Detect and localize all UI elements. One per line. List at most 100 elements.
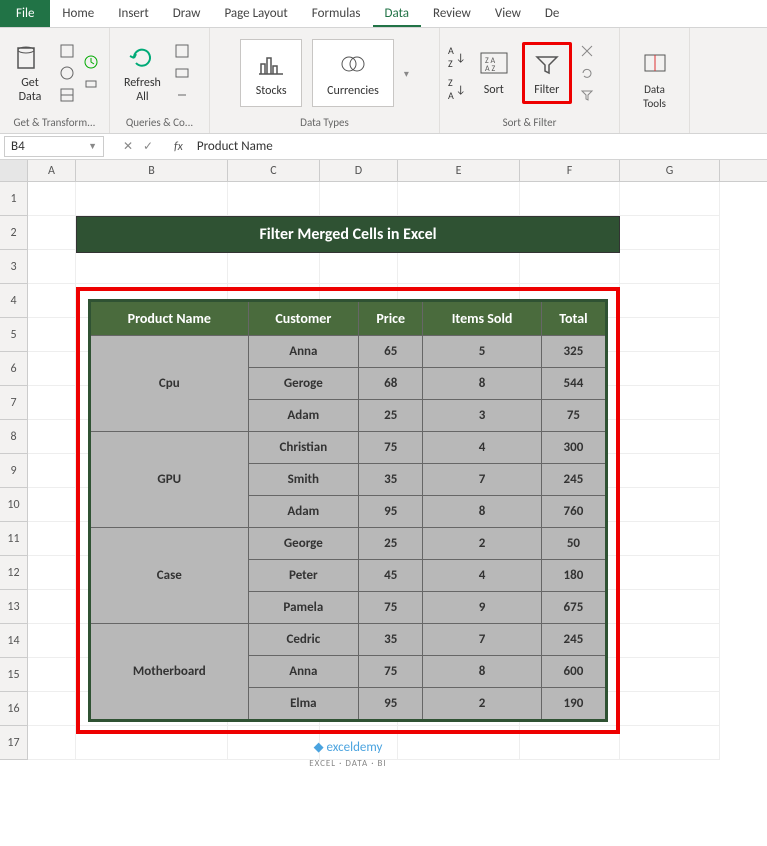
refresh-all-button[interactable]: Refresh All xyxy=(118,38,167,109)
cell[interactable] xyxy=(620,692,720,726)
cell[interactable] xyxy=(620,318,720,352)
data-cell[interactable]: 25 xyxy=(359,528,423,560)
tab-file[interactable]: File xyxy=(0,0,50,27)
currencies-button[interactable]: Currencies xyxy=(312,39,394,107)
data-cell[interactable]: 7 xyxy=(423,464,542,496)
data-cell[interactable]: 95 xyxy=(359,688,423,721)
name-box[interactable]: B4 ▼ xyxy=(4,136,104,157)
data-cell[interactable]: 760 xyxy=(541,496,606,528)
data-cell[interactable]: 4 xyxy=(423,432,542,464)
tab-data[interactable]: Data xyxy=(373,0,422,27)
datatype-expand-icon[interactable]: ▾ xyxy=(404,67,409,80)
cell[interactable] xyxy=(28,556,76,590)
data-cell[interactable]: Peter xyxy=(248,560,359,592)
cell[interactable] xyxy=(28,420,76,454)
row-header[interactable]: 3 xyxy=(0,250,28,284)
from-web-icon[interactable] xyxy=(58,64,76,82)
tab-view[interactable]: View xyxy=(483,0,533,27)
row-header[interactable]: 16 xyxy=(0,692,28,726)
data-cell[interactable]: George xyxy=(248,528,359,560)
filter-button[interactable]: Filter xyxy=(522,42,572,104)
formula-input[interactable]: Product Name xyxy=(189,137,767,156)
data-cell[interactable]: Adam xyxy=(248,496,359,528)
row-header[interactable]: 4 xyxy=(0,284,28,318)
cell[interactable] xyxy=(620,488,720,522)
data-cell[interactable]: 7 xyxy=(423,624,542,656)
product-cell[interactable]: GPU xyxy=(90,432,249,528)
row-header[interactable]: 7 xyxy=(0,386,28,420)
cell[interactable] xyxy=(620,284,720,318)
row-header[interactable]: 10 xyxy=(0,488,28,522)
data-cell[interactable]: 5 xyxy=(423,336,542,368)
data-cell[interactable]: 50 xyxy=(541,528,606,560)
clear-filter-icon[interactable] xyxy=(578,42,596,60)
data-cell[interactable]: 2 xyxy=(423,688,542,721)
data-cell[interactable]: 45 xyxy=(359,560,423,592)
cell[interactable] xyxy=(28,250,76,284)
tab-draw[interactable]: Draw xyxy=(161,0,213,27)
row-header[interactable]: 2 xyxy=(0,216,28,250)
cell[interactable] xyxy=(28,216,76,250)
data-cell[interactable]: Geroge xyxy=(248,368,359,400)
cell[interactable] xyxy=(28,726,76,760)
data-cell[interactable]: Cedric xyxy=(248,624,359,656)
table-header[interactable]: Price xyxy=(359,301,423,336)
edit-links-icon[interactable] xyxy=(173,86,191,104)
data-cell[interactable]: 3 xyxy=(423,400,542,432)
row-header[interactable]: 9 xyxy=(0,454,28,488)
row-header[interactable]: 12 xyxy=(0,556,28,590)
table-header[interactable]: Product Name xyxy=(90,301,249,336)
data-cell[interactable]: 245 xyxy=(541,464,606,496)
data-cell[interactable]: 9 xyxy=(423,592,542,624)
cell[interactable] xyxy=(620,250,720,284)
reapply-icon[interactable] xyxy=(578,64,596,82)
row-header[interactable]: 11 xyxy=(0,522,28,556)
from-table-icon[interactable] xyxy=(58,86,76,104)
cell[interactable] xyxy=(620,624,720,658)
data-cell[interactable]: 190 xyxy=(541,688,606,721)
row-header[interactable]: 15 xyxy=(0,658,28,692)
data-cell[interactable]: 35 xyxy=(359,624,423,656)
cell[interactable] xyxy=(28,182,76,216)
data-cell[interactable]: 8 xyxy=(423,496,542,528)
stocks-button[interactable]: Stocks xyxy=(240,39,302,107)
data-cell[interactable]: 68 xyxy=(359,368,423,400)
cell[interactable] xyxy=(28,692,76,726)
data-cell[interactable]: 75 xyxy=(359,656,423,688)
row-header[interactable]: 1 xyxy=(0,182,28,216)
cell[interactable] xyxy=(620,216,720,250)
data-cell[interactable]: Elma xyxy=(248,688,359,721)
row-header[interactable]: 17 xyxy=(0,726,28,760)
cell[interactable] xyxy=(28,522,76,556)
data-cell[interactable]: 35 xyxy=(359,464,423,496)
cell[interactable] xyxy=(620,454,720,488)
data-cell[interactable]: 245 xyxy=(541,624,606,656)
cell[interactable] xyxy=(28,318,76,352)
cell[interactable] xyxy=(620,386,720,420)
product-cell[interactable]: Motherboard xyxy=(90,624,249,721)
row-header[interactable]: 6 xyxy=(0,352,28,386)
data-cell[interactable]: 300 xyxy=(541,432,606,464)
cell[interactable] xyxy=(620,352,720,386)
sort-za-button[interactable]: ZA↓ xyxy=(448,76,466,102)
data-cell[interactable]: Christian xyxy=(248,432,359,464)
data-cell[interactable]: 544 xyxy=(541,368,606,400)
row-header[interactable]: 13 xyxy=(0,590,28,624)
cell[interactable] xyxy=(28,352,76,386)
enter-icon[interactable]: ✓ xyxy=(143,139,153,154)
cell[interactable] xyxy=(620,556,720,590)
cell[interactable] xyxy=(28,658,76,692)
sort-button[interactable]: Z AA Z Sort xyxy=(472,45,516,101)
recent-icon[interactable] xyxy=(82,53,100,71)
data-cell[interactable]: Adam xyxy=(248,400,359,432)
cell[interactable] xyxy=(28,284,76,318)
cell[interactable] xyxy=(28,454,76,488)
tab-review[interactable]: Review xyxy=(421,0,483,27)
product-cell[interactable]: Cpu xyxy=(90,336,249,432)
cell[interactable] xyxy=(620,658,720,692)
tab-home[interactable]: Home xyxy=(50,0,106,27)
col-header-c[interactable]: C xyxy=(228,160,320,181)
col-header-g[interactable]: G xyxy=(620,160,720,181)
tab-developer[interactable]: De xyxy=(533,0,571,27)
row-header[interactable]: 14 xyxy=(0,624,28,658)
